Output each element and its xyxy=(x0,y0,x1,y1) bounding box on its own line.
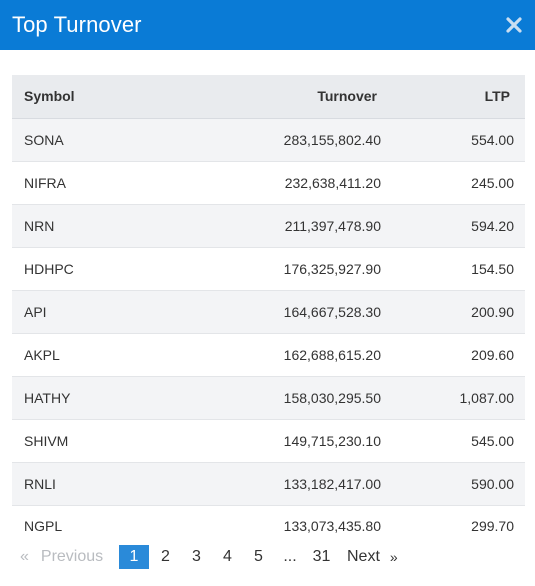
cell-turnover: 211,397,478.90 xyxy=(172,204,392,248)
page-2-button[interactable]: 2 xyxy=(161,548,170,565)
next-button[interactable]: Next » xyxy=(347,545,398,569)
table-row[interactable]: HATHY 158,030,295.50 1,087.00 xyxy=(12,376,525,420)
next-arrow-icon: » xyxy=(389,549,398,565)
cell-ltp: 245.00 xyxy=(392,161,525,205)
cell-symbol: SONA xyxy=(12,118,172,162)
next-label: Next xyxy=(347,548,380,565)
cell-symbol: AKPL xyxy=(12,333,172,377)
previous-arrow-icon: « xyxy=(20,548,29,565)
cell-ltp: 154.50 xyxy=(392,247,525,291)
cell-ltp: 1,087.00 xyxy=(392,376,525,420)
cell-ltp: 299.70 xyxy=(392,505,525,547)
previous-button[interactable]: « Previous xyxy=(20,545,118,569)
cell-turnover: 149,715,230.10 xyxy=(172,419,392,463)
table-header-row: Symbol Turnover LTP xyxy=(12,75,525,119)
turnover-table: Symbol Turnover LTP SONA 283,155,802.40 55… xyxy=(12,75,525,547)
close-icon[interactable] xyxy=(505,16,523,34)
cell-turnover: 133,182,417.00 xyxy=(172,462,392,506)
pagination-ellipsis: ... xyxy=(283,548,297,565)
previous-label: Previous xyxy=(40,548,104,565)
table-row[interactable]: RNLI 133,182,417.00 590.00 xyxy=(12,462,525,506)
column-header-turnover[interactable]: Turnover xyxy=(172,75,392,119)
pagination: « Previous 1 2 3 4 5 ... 31 Next » xyxy=(20,544,398,570)
cell-turnover: 164,667,528.30 xyxy=(172,290,392,334)
cell-turnover: 283,155,802.40 xyxy=(172,118,392,162)
cell-symbol: RNLI xyxy=(12,462,172,506)
cell-symbol: API xyxy=(12,290,172,334)
cell-ltp: 594.20 xyxy=(392,204,525,248)
table-row[interactable]: HDHPC 176,325,927.90 154.50 xyxy=(12,247,525,291)
table-row[interactable]: API 164,667,528.30 200.90 xyxy=(12,290,525,334)
cell-symbol: SHIVM xyxy=(12,419,172,463)
cell-turnover: 176,325,927.90 xyxy=(172,247,392,291)
page-4-button[interactable]: 4 xyxy=(223,548,232,565)
column-header-symbol[interactable]: Symbol xyxy=(12,75,172,119)
cell-turnover: 133,073,435.80 xyxy=(172,505,392,547)
cell-turnover: 162,688,615.20 xyxy=(172,333,392,377)
page-5-button[interactable]: 5 xyxy=(254,548,263,565)
cell-symbol: HDHPC xyxy=(12,247,172,291)
cell-symbol: NRN xyxy=(12,204,172,248)
table-row[interactable]: NRN 211,397,478.90 594.20 xyxy=(12,204,525,248)
cell-ltp: 200.90 xyxy=(392,290,525,334)
table-row[interactable]: SONA 283,155,802.40 554.00 xyxy=(12,118,525,162)
cell-symbol: NIFRA xyxy=(12,161,172,205)
column-header-ltp[interactable]: LTP xyxy=(392,75,525,119)
table-row[interactable]: AKPL 162,688,615.20 209.60 xyxy=(12,333,525,377)
cell-ltp: 590.00 xyxy=(392,462,525,506)
table-row[interactable]: NGPL 133,073,435.80 299.70 xyxy=(12,505,525,547)
table-row[interactable]: SHIVM 149,715,230.10 545.00 xyxy=(12,419,525,463)
cell-ltp: 209.60 xyxy=(392,333,525,377)
cell-ltp: 545.00 xyxy=(392,419,525,463)
table-row[interactable]: NIFRA 232,638,411.20 245.00 xyxy=(12,161,525,205)
cell-symbol: NGPL xyxy=(12,505,172,547)
page-31-button[interactable]: 31 xyxy=(312,548,331,565)
page-1-button[interactable]: 1 xyxy=(119,545,149,569)
cell-symbol: HATHY xyxy=(12,376,172,420)
page-3-button[interactable]: 3 xyxy=(192,548,201,565)
cell-ltp: 554.00 xyxy=(392,118,525,162)
modal-title: Top Turnover xyxy=(12,12,142,37)
cell-turnover: 232,638,411.20 xyxy=(172,161,392,205)
cell-turnover: 158,030,295.50 xyxy=(172,376,392,420)
modal-header: Top Turnover xyxy=(0,0,535,50)
modal-body: Symbol Turnover LTP SONA 283,155,802.40 55… xyxy=(0,50,535,547)
